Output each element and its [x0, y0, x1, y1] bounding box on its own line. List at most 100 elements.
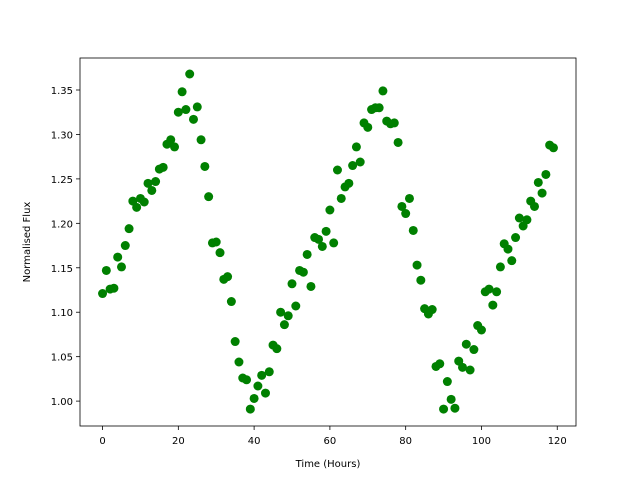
data-point	[170, 142, 180, 152]
data-point	[253, 381, 263, 391]
y-tick-label: 1.20	[51, 219, 73, 230]
x-tick-label: 40	[248, 436, 261, 447]
data-point	[495, 262, 505, 272]
data-point	[113, 252, 123, 262]
data-point	[537, 188, 547, 198]
data-point	[132, 202, 142, 212]
data-point	[476, 325, 486, 335]
data-point	[158, 162, 168, 172]
data-point	[230, 337, 240, 347]
data-point	[188, 114, 198, 124]
data-point	[355, 157, 365, 167]
y-tick-label: 1.25	[51, 175, 73, 186]
data-point	[514, 213, 524, 223]
y-tick-label: 1.00	[51, 397, 73, 408]
data-point	[533, 177, 543, 187]
data-point	[139, 197, 149, 207]
data-point	[234, 357, 244, 367]
data-point	[276, 307, 286, 317]
x-axis-label: Time (Hours)	[295, 459, 361, 470]
data-point	[522, 215, 532, 225]
data-point	[109, 283, 119, 293]
data-point	[101, 265, 111, 275]
data-point	[439, 404, 449, 414]
data-point	[298, 267, 308, 277]
data-point	[302, 249, 312, 259]
x-tick-label: 60	[324, 436, 337, 447]
data-point	[283, 311, 293, 321]
data-point	[465, 365, 475, 375]
data-point	[204, 192, 214, 202]
data-point	[329, 238, 339, 248]
axes-frame	[79, 57, 577, 427]
data-point	[389, 118, 399, 128]
data-point	[351, 142, 361, 152]
data-point	[321, 226, 331, 236]
data-point	[458, 362, 468, 372]
data-point	[116, 262, 126, 272]
data-point	[507, 256, 517, 266]
data-point	[166, 135, 176, 145]
data-point	[442, 377, 452, 387]
data-point	[325, 205, 335, 215]
data-point	[393, 137, 403, 147]
data-point	[257, 370, 267, 380]
x-tick-label: 20	[172, 436, 185, 447]
data-point	[143, 178, 153, 188]
data-point	[530, 201, 540, 211]
data-point	[363, 122, 373, 132]
x-tick-label: 100	[472, 436, 491, 447]
data-point	[306, 281, 316, 291]
data-point	[314, 234, 324, 244]
data-point	[404, 193, 414, 203]
data-point	[469, 345, 479, 355]
data-point	[541, 169, 551, 179]
data-point	[260, 388, 270, 398]
data-point	[215, 248, 225, 258]
y-tick-label: 1.35	[51, 86, 73, 97]
data-point	[181, 105, 191, 115]
data-point	[317, 241, 327, 251]
data-point	[98, 289, 108, 299]
x-tick-label: 80	[399, 436, 412, 447]
data-point	[427, 305, 437, 315]
data-point	[484, 284, 494, 294]
data-point	[374, 103, 384, 113]
data-point	[124, 224, 134, 234]
data-point	[416, 275, 426, 285]
data-point	[348, 161, 358, 171]
y-tick-label: 1.10	[51, 308, 73, 319]
data-point	[151, 177, 161, 187]
data-point	[272, 344, 282, 354]
data-point	[488, 300, 498, 310]
x-tick-label: 120	[548, 436, 567, 447]
data-point	[503, 244, 513, 254]
x-tick-label: 0	[99, 436, 105, 447]
y-axis-label: Normalised Flux	[22, 202, 33, 283]
data-point	[511, 233, 521, 243]
data-point	[147, 185, 157, 195]
data-point	[279, 320, 289, 330]
data-point	[332, 165, 342, 175]
data-point	[200, 161, 210, 171]
data-point	[211, 237, 221, 247]
data-point	[492, 287, 502, 297]
data-point	[461, 339, 471, 349]
y-tick-label: 1.05	[51, 353, 73, 364]
data-point	[192, 102, 202, 112]
data-point	[249, 393, 259, 403]
data-point	[245, 404, 255, 414]
data-point	[336, 193, 346, 203]
data-point	[401, 209, 411, 219]
data-point	[397, 201, 407, 211]
data-point	[548, 143, 558, 153]
data-point	[223, 272, 233, 282]
data-point	[173, 107, 183, 117]
data-point	[435, 359, 445, 369]
data-point	[450, 403, 460, 413]
data-point	[291, 301, 301, 311]
data-point	[196, 135, 206, 145]
data-point	[177, 87, 187, 97]
data-point	[264, 367, 274, 377]
